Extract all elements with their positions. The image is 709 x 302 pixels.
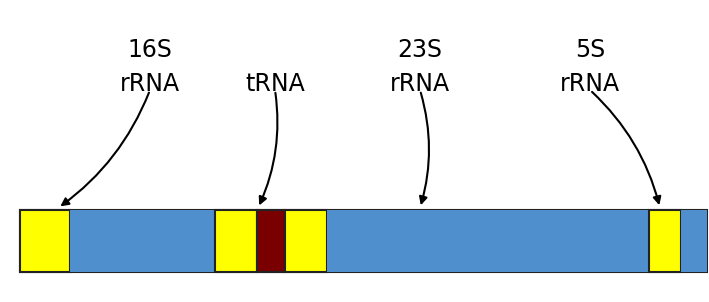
Text: rRNA: rRNA <box>120 72 180 96</box>
Bar <box>215 210 257 272</box>
Bar <box>20 210 70 272</box>
Text: tRNA: tRNA <box>245 72 305 96</box>
Bar <box>70 210 215 272</box>
Text: rRNA: rRNA <box>390 72 450 96</box>
Bar <box>327 210 649 272</box>
Text: rRNA: rRNA <box>560 72 620 96</box>
Text: 23S: 23S <box>398 38 442 62</box>
Text: 5S: 5S <box>575 38 605 62</box>
Bar <box>285 210 327 272</box>
Bar <box>649 210 681 272</box>
Bar <box>20 210 707 272</box>
Bar <box>681 210 707 272</box>
Text: 16S: 16S <box>128 38 172 62</box>
Bar <box>257 210 285 272</box>
